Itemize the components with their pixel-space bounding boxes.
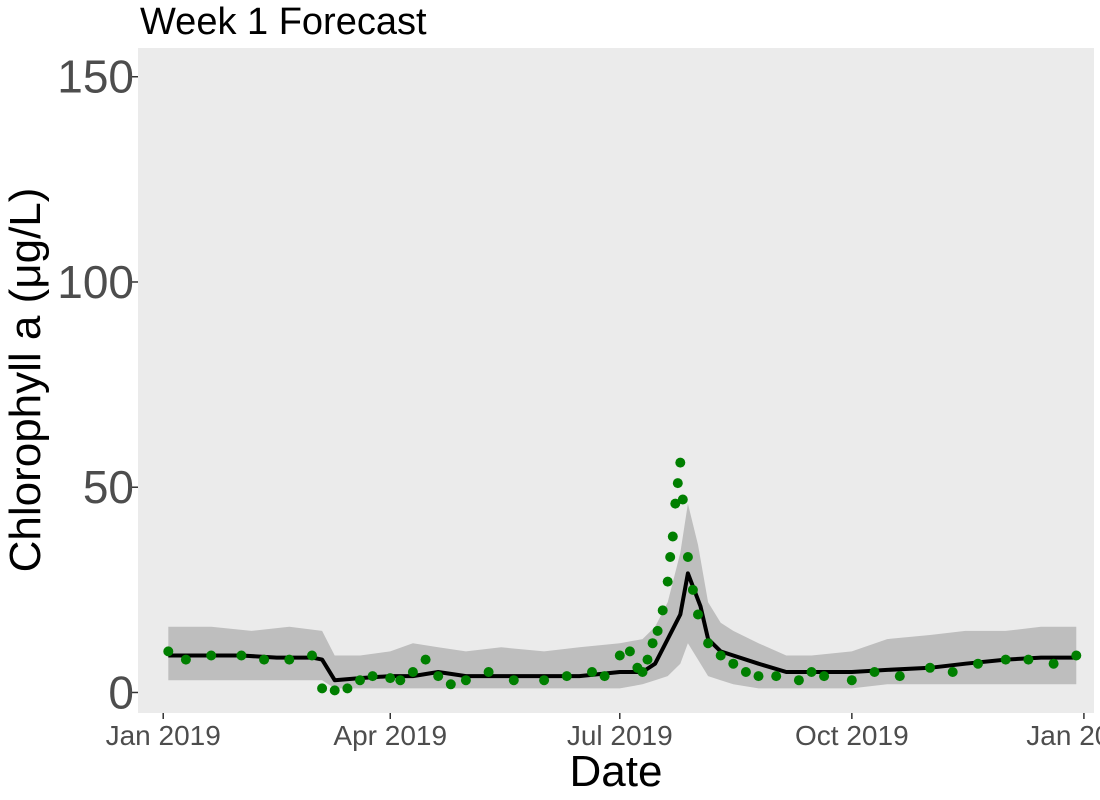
observed-point (284, 654, 295, 665)
observed-point (925, 662, 935, 673)
x-axis: Jan 2019 Apr 2019 Jul 2019 Oct 2019 Jan 2020 (106, 713, 1100, 751)
observed-point (395, 675, 406, 686)
x-tick-label: Apr 2019 (333, 720, 447, 751)
x-tick-label: Jan 2020 (1026, 720, 1100, 751)
observed-point (317, 683, 328, 694)
observed-point (180, 654, 191, 665)
observed-point (687, 584, 698, 595)
x-tick-label: Jul 2019 (567, 720, 673, 751)
observed-point (1071, 650, 1082, 661)
observed-point (367, 671, 378, 682)
observed-point (869, 667, 880, 677)
forecast-line (168, 571, 1077, 683)
y-tick-label: 0 (108, 666, 134, 718)
observed-point (508, 675, 519, 686)
observed-point (433, 671, 444, 682)
y-axis-title: Chlorophyll a (μg/L) (1, 188, 50, 573)
observed-point (642, 654, 653, 665)
observed-point (740, 667, 751, 677)
observed-point (1000, 654, 1011, 665)
observed-point (947, 667, 958, 677)
observed-point (728, 658, 739, 669)
y-tick-label: 150 (57, 51, 134, 103)
x-axis-title: Date (570, 747, 663, 796)
observed-point (670, 498, 681, 509)
observed-point (637, 667, 648, 677)
observed-point (355, 675, 365, 686)
observed-point (163, 646, 174, 657)
observed-point (206, 650, 217, 661)
observed-point (793, 675, 804, 686)
observed-point (753, 671, 764, 682)
observed-point (677, 494, 688, 505)
x-tick-label: Jan 2019 (106, 720, 221, 751)
observed-point (614, 650, 625, 661)
observed-point (647, 638, 658, 649)
observed-point (715, 650, 726, 661)
observed-point (665, 552, 676, 562)
observed-point (599, 671, 610, 682)
chart-title: Week 1 Forecast (140, 1, 427, 43)
observed-point (329, 685, 340, 696)
observed-point (1023, 654, 1034, 665)
observed-point (894, 671, 905, 682)
y-tick-label: 50 (83, 461, 134, 513)
observed-point (420, 654, 431, 665)
observed-point (682, 552, 693, 562)
observed-point (483, 667, 494, 677)
observed-point (693, 609, 703, 620)
observed-point (587, 667, 597, 677)
observed-point (672, 478, 683, 489)
observed-point (407, 667, 418, 677)
observed-point (819, 671, 830, 682)
observed-point (771, 671, 782, 682)
observed-point (342, 683, 353, 694)
observed-point (662, 576, 673, 587)
observed-point (675, 457, 686, 468)
observed-point (667, 531, 678, 542)
observed-point (236, 650, 247, 661)
observed-point (657, 605, 668, 616)
observed-point (259, 654, 270, 665)
observed-point (385, 673, 396, 684)
observed-points-layer (163, 457, 1082, 696)
y-tick-label: 100 (57, 256, 134, 308)
x-tick-label: Oct 2019 (795, 720, 909, 751)
observed-point (445, 679, 456, 690)
y-axis: 0 50 100 150 (57, 51, 138, 718)
observed-point (652, 625, 663, 636)
observed-point (846, 675, 857, 686)
observed-point (973, 658, 983, 669)
observed-point (539, 675, 550, 686)
plot-panel (138, 48, 1094, 713)
observed-point (460, 675, 471, 686)
observed-point (806, 667, 817, 677)
observed-point (703, 638, 714, 649)
observed-point (307, 650, 317, 661)
observed-point (624, 646, 635, 657)
observed-point (561, 671, 572, 682)
observed-point (1048, 658, 1059, 669)
forecast-line-layer (168, 571, 1077, 683)
